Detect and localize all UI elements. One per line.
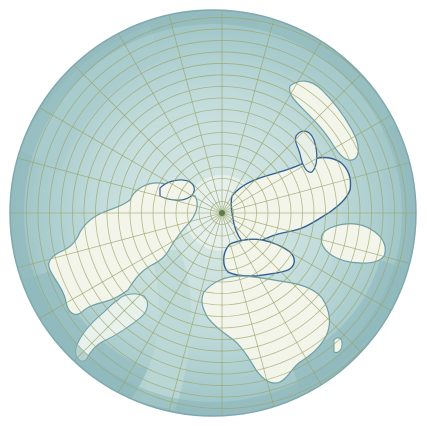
meridian-line	[110, 212, 223, 407]
landmass-europe	[223, 238, 295, 277]
meridian-line	[221, 212, 381, 372]
meridian-line	[28, 101, 223, 214]
meridian-line	[10, 154, 223, 214]
ocean-band	[20, 25, 160, 170]
meridian-line	[221, 212, 416, 272]
ocean-band	[250, 20, 400, 140]
meridian-line	[221, 154, 416, 214]
meridian-line	[221, 212, 416, 325]
meridian-line	[63, 212, 223, 372]
meridian-line	[221, 54, 381, 214]
meridian-line	[110, 19, 223, 214]
meridian-line	[221, 10, 281, 214]
landmass-south-america	[75, 293, 148, 362]
meridian-line	[10, 212, 223, 272]
landmass-north-america	[48, 182, 198, 315]
ocean-band	[290, 260, 410, 390]
landmass-africa	[201, 275, 331, 384]
north-pole-marker	[219, 210, 225, 216]
meridian-line	[63, 54, 223, 214]
map-rim	[9, 9, 417, 417]
landmass-japan	[294, 130, 318, 173]
meridian-line	[221, 19, 334, 214]
meridian-line	[163, 10, 223, 214]
landmass-madagascar	[333, 337, 343, 353]
meridian-line	[28, 212, 223, 325]
meridian-line	[221, 212, 281, 416]
meridian-line	[221, 212, 334, 407]
meridian-line	[221, 101, 416, 214]
landmass-kamchatka	[289, 80, 359, 161]
meridian-line	[163, 212, 223, 416]
ocean-band	[130, 250, 192, 410]
